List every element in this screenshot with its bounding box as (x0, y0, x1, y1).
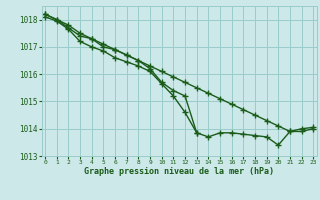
X-axis label: Graphe pression niveau de la mer (hPa): Graphe pression niveau de la mer (hPa) (84, 167, 274, 176)
